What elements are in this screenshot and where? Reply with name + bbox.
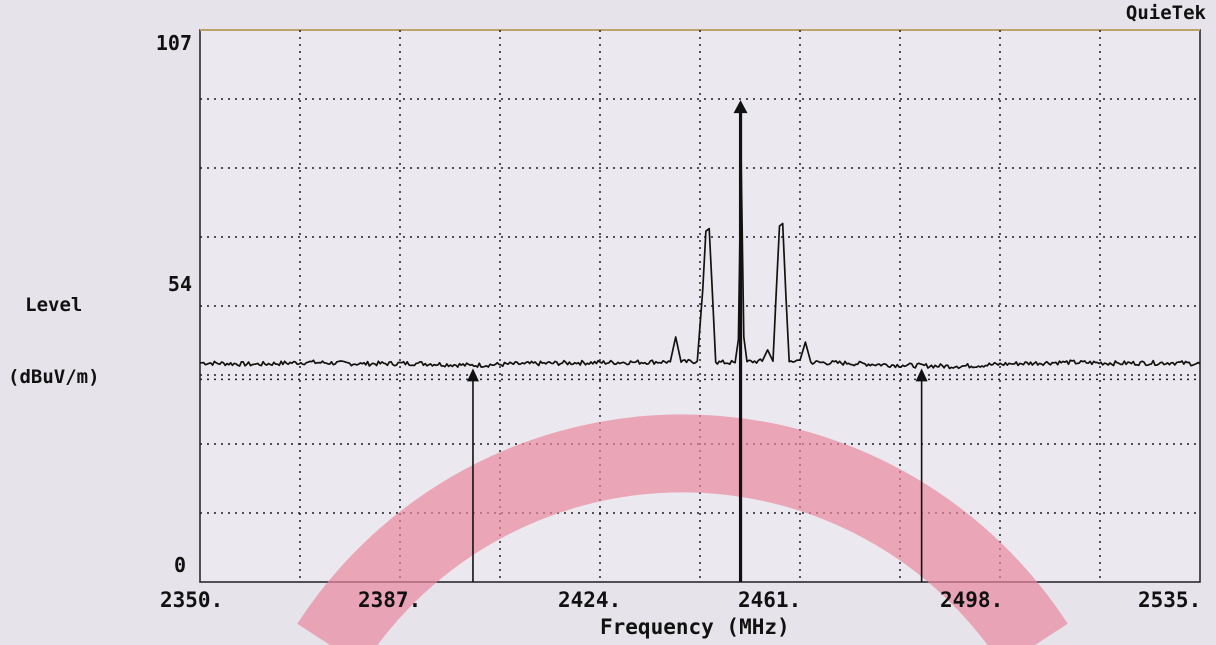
grid-lines [200, 30, 1200, 582]
watermark-arc [297, 414, 1068, 645]
marker-arrow-1 [466, 368, 479, 582]
marker-arrowhead [733, 100, 748, 114]
x-tick-label-2350: 2350. [160, 588, 224, 612]
y-tick-label-107: 107 [155, 31, 192, 55]
spectrum-trace [199, 158, 1201, 370]
marker-arrowhead [466, 368, 479, 382]
y-axis-label: Level (dBuV/m) [8, 245, 100, 437]
x-tick-label-2461: 2461. [738, 588, 802, 612]
marker-arrowhead [915, 368, 928, 382]
x-tick-label-2498: 2498. [940, 588, 1004, 612]
y-axis-label-line1: Level [25, 294, 83, 316]
x-axis-label: Frequency (MHz) [600, 615, 790, 639]
x-tick-label-2424: 2424. [558, 588, 622, 612]
y-axis-label-line2: (dBuV/m) [8, 366, 100, 388]
marker-arrow-3 [915, 368, 928, 582]
x-tick-label-2387: 2387. [358, 588, 422, 612]
y-tick-label-54: 54 [167, 272, 192, 296]
y-tick-label-0: 0 [173, 553, 186, 577]
brand-label: QuieTek [1125, 2, 1206, 24]
x-tick-label-2535: 2535. [1138, 588, 1202, 612]
